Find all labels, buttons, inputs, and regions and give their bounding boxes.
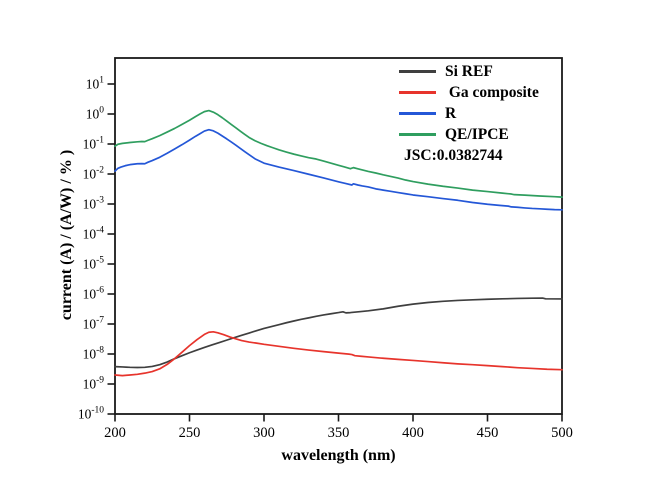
legend-item-ga-composite: Ga composite [399,82,539,103]
y-tick-label: 10-8 [83,346,105,362]
legend-label: Ga composite [445,83,539,101]
y-tick-label: 10-5 [83,256,105,272]
legend: Si REF Ga composite R QE/IPCE JSC:0.0382744 [399,61,539,166]
x-tick-label: 500 [551,425,573,441]
x-tick-label: 300 [253,425,275,441]
x-tick-label: 450 [477,425,499,441]
legend-item-si-ref: Si REF [399,61,539,82]
legend-line-sample [399,133,436,136]
legend-label: QE/IPCE [445,125,509,143]
series-curve-ga-composite [114,330,563,377]
y-tick-label: 101 [86,76,105,92]
series-curve-qe-ipce [114,109,563,198]
x-tick-label: 400 [402,425,424,441]
x-axis-title: wavelength (nm) [281,447,396,464]
y-tick-label: 10-3 [83,196,105,212]
y-tick-label: 10-9 [83,376,105,392]
y-tick-label: 10-7 [83,316,105,332]
x-tick-label: 350 [328,425,350,441]
series-curve-r [114,128,563,211]
legend-item-qe-ipce: QE/IPCE [399,124,539,145]
legend-line-sample [399,112,436,115]
y-axis-title: current (A) / (A/W) / % ) [58,149,75,321]
y-tick-label: 10-1 [83,136,105,152]
y-tick-label: 100 [86,106,105,122]
legend-label: R [445,104,457,122]
jsc-annotation: JSC:0.0382744 [404,146,503,164]
y-tick-label: 10-2 [83,166,105,182]
y-tick-label: 10-6 [83,286,105,302]
series-curve-si-ref [114,297,563,369]
y-tick-label: 10-10 [78,406,104,422]
legend-line-sample [399,70,436,73]
legend-line-sample [399,91,436,94]
x-tick-label: 250 [179,425,201,441]
x-tick-label: 200 [104,425,126,441]
legend-item-r: R [399,103,539,124]
y-tick-label: 10-4 [83,226,105,242]
legend-label: Si REF [445,62,493,80]
